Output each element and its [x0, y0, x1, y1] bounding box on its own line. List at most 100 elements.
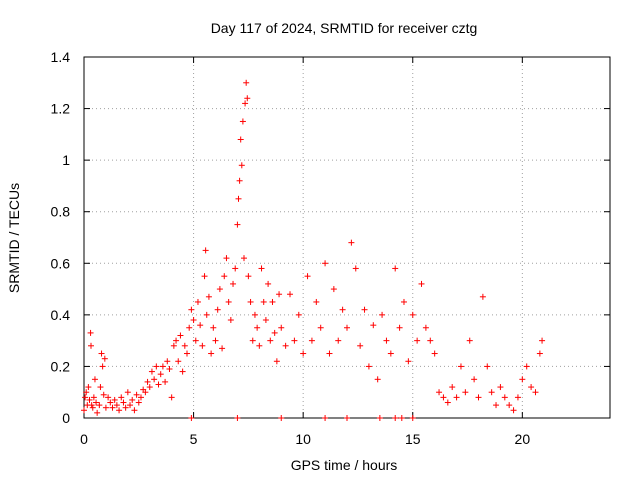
data-point [135, 399, 142, 406]
y-axis-label: SRMTID / TECUs [6, 183, 22, 293]
data-point [166, 366, 173, 373]
data-point [519, 376, 526, 383]
data-point [475, 394, 482, 401]
data-point [510, 407, 517, 414]
data-point [173, 337, 180, 344]
data-point [265, 280, 272, 287]
data-point [251, 311, 258, 318]
data-point [427, 337, 434, 344]
x-tick-label: 0 [80, 431, 88, 447]
chart-title: Day 117 of 2024, SRMTID for receiver czt… [211, 20, 478, 36]
data-point [82, 394, 89, 401]
data-point [330, 286, 337, 293]
data-point [98, 350, 105, 357]
data-point [387, 350, 394, 357]
data-point [449, 384, 456, 391]
x-tick-label: 5 [190, 431, 198, 447]
data-point [208, 350, 215, 357]
data-point [532, 389, 539, 396]
data-point [164, 358, 171, 365]
data-point [159, 363, 166, 370]
data-point [357, 342, 364, 349]
data-point [422, 324, 429, 331]
x-tick-labels: 0 5 10 15 20 [80, 431, 530, 447]
data-point [247, 298, 254, 305]
data-point [392, 415, 399, 421]
data-point [242, 100, 249, 107]
data-point [440, 394, 447, 401]
data-point [506, 402, 513, 409]
data-point [374, 376, 381, 383]
data-point [85, 384, 92, 391]
data-point [216, 286, 223, 293]
data-point [523, 363, 530, 370]
data-point [300, 350, 307, 357]
data-point [326, 350, 333, 357]
data-point [376, 415, 383, 421]
data-point [151, 376, 158, 383]
data-point [144, 378, 151, 385]
data-point [514, 394, 521, 401]
data-point [177, 332, 184, 339]
data-point [83, 389, 90, 396]
data-point [254, 324, 261, 331]
data-point [304, 273, 311, 280]
y-tick-label: 0.8 [51, 204, 71, 220]
data-point [179, 368, 186, 375]
data-points [81, 79, 546, 421]
data-point [418, 280, 425, 287]
data-point [105, 394, 112, 401]
y-tick-labels: 0 0.2 0.4 0.6 0.8 1 1.2 1.4 [51, 49, 71, 426]
data-point [370, 322, 377, 329]
data-point [81, 407, 87, 414]
data-point [484, 363, 491, 370]
data-point [87, 329, 94, 336]
data-point [234, 221, 241, 228]
x-tick-label: 15 [405, 431, 421, 447]
data-point [528, 384, 535, 391]
data-point [91, 376, 98, 383]
data-point [201, 273, 208, 280]
data-point [234, 415, 241, 421]
x-tick-label: 10 [295, 431, 311, 447]
data-point [102, 404, 109, 411]
data-point [258, 265, 265, 272]
data-point [227, 317, 234, 324]
data-point [271, 329, 278, 336]
data-point [291, 337, 298, 344]
axis-ticks [83, 56, 610, 419]
data-point [335, 337, 342, 344]
data-point [436, 389, 443, 396]
data-point [237, 136, 244, 143]
data-point [273, 358, 280, 365]
data-point [238, 162, 245, 169]
data-point [107, 399, 114, 406]
data-point [539, 337, 546, 344]
data-point [225, 298, 232, 305]
data-point [392, 265, 399, 272]
data-point [409, 415, 416, 421]
data-point [245, 273, 252, 280]
data-point [235, 195, 242, 202]
data-point [93, 399, 100, 406]
data-point [317, 324, 324, 331]
data-point [398, 415, 405, 421]
data-point [260, 298, 267, 305]
data-point [210, 324, 217, 331]
data-point [153, 363, 160, 370]
data-point [113, 402, 120, 409]
data-point [88, 342, 95, 349]
data-point [170, 342, 177, 349]
data-point [181, 342, 188, 349]
data-point [497, 384, 504, 391]
data-point [493, 402, 500, 409]
data-point [536, 350, 543, 357]
data-point [192, 337, 199, 344]
data-point [203, 311, 210, 318]
x-axis-label: GPS time / hours [291, 457, 398, 473]
y-tick-label: 0 [62, 410, 70, 426]
y-tick-label: 1 [62, 152, 70, 168]
data-point [99, 363, 106, 370]
data-point [313, 298, 320, 305]
data-point [142, 389, 149, 396]
